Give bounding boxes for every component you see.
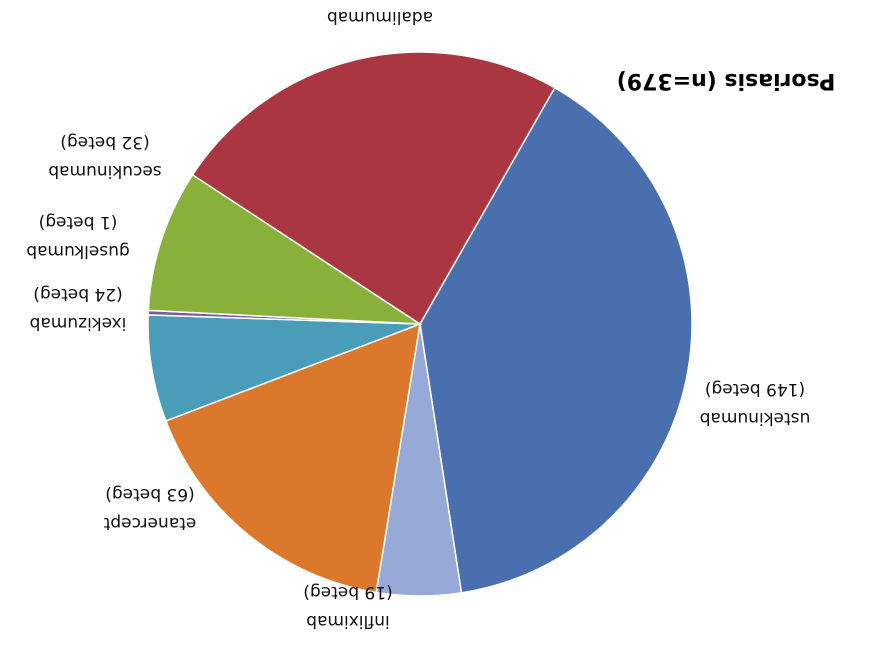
slice-label-name: guselkumab [26,241,129,261]
slice-label-count: (149 beteg) [705,379,805,399]
pie-labels: ustekinumab (149 beteg) infliximab (19 bete… [26,7,811,631]
slice-label-count: (24 beteg) [33,284,122,304]
pie-slice-adalimumab [191,51,556,326]
slice-label-name: adalimumab [327,7,433,27]
pie-slice-secukinumab [147,173,423,325]
chart-title: Psoriasis (n=379) [617,68,836,93]
pie-slice-etanercept [164,322,421,594]
pie-slices [147,51,693,597]
slice-label-name: ixekizumab [30,313,127,333]
slice-label-count: (19 beteg) [303,582,392,602]
slice-label-name: infliximab [306,611,389,631]
slice-label-name: secukinumab [48,161,161,181]
slice-label-count: (63 beteg) [105,484,194,504]
slice-label-count: (1 beteg) [39,212,118,232]
pie-slice-ustekinumab [419,86,693,594]
slice-label-count: (32 beteg) [60,132,149,152]
slice-label-name: etanercept [103,513,196,533]
slice-label-name: ustekinumab [700,408,811,428]
